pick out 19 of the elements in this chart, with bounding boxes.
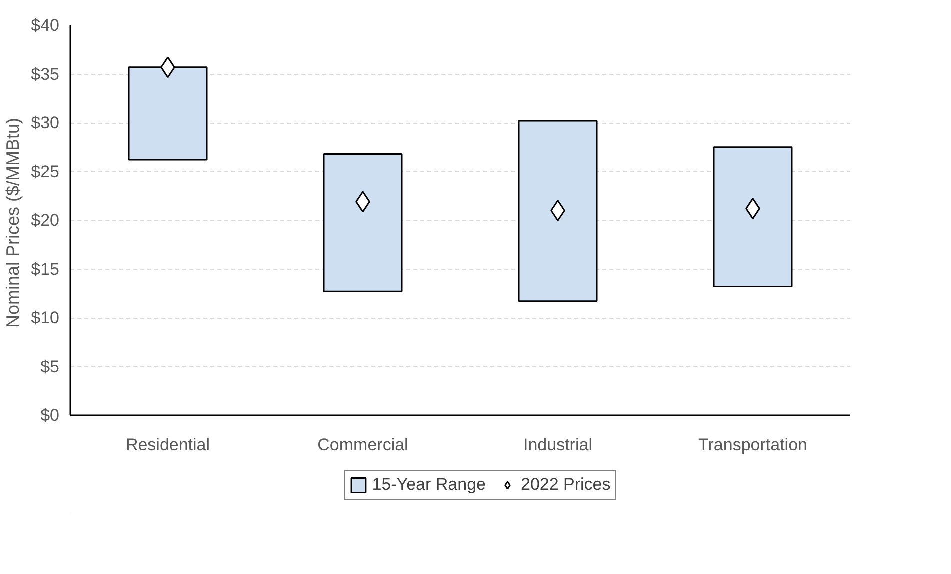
y-tick-label: $40 — [31, 16, 60, 35]
y-tick-label: $15 — [31, 260, 60, 279]
y-tick-label: $30 — [31, 114, 60, 132]
x-tick-label: Residential — [126, 436, 210, 454]
bar — [323, 153, 403, 292]
y-axis-title: Nominal Prices ($/MMBtu) — [3, 118, 24, 328]
y-tick-label: $10 — [31, 308, 60, 328]
bar — [713, 146, 793, 288]
y-tick-label: $25 — [31, 162, 60, 182]
x-tick-label: Transportation — [698, 436, 808, 454]
x-tick-label: Industrial — [524, 436, 592, 454]
y-tick-label: $35 — [31, 64, 60, 84]
legend-label: 15-Year Range — [372, 475, 486, 495]
y-tick-label: $0 — [40, 406, 60, 425]
bar — [518, 120, 598, 302]
x-tick-label: Commercial — [318, 436, 408, 454]
y-tick-label: $20 — [31, 211, 60, 230]
legend-label: 2022 Prices — [520, 475, 611, 495]
y-tick-label: $5 — [40, 357, 60, 376]
